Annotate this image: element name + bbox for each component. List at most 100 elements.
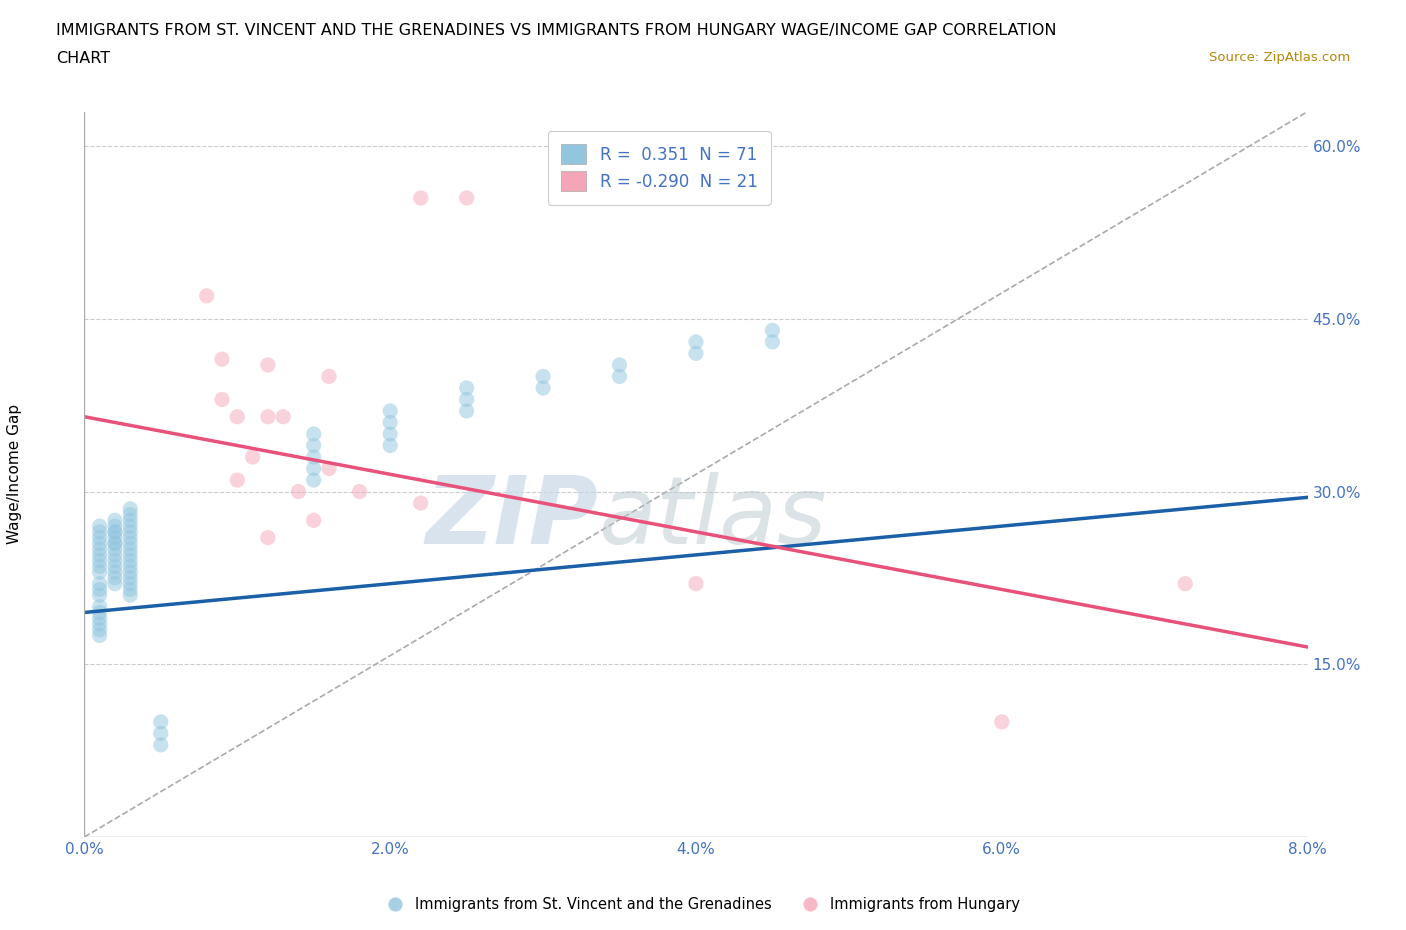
Point [318, 369, 340, 384]
Point [104, 536, 127, 551]
Point [89, 541, 111, 556]
Point [89, 548, 111, 563]
Point [89, 553, 111, 568]
Point [380, 415, 402, 430]
Point [195, 288, 218, 303]
Point [120, 577, 142, 591]
Point [380, 427, 402, 442]
Point [149, 737, 172, 752]
Point [89, 559, 111, 574]
Point [456, 191, 478, 206]
Point [257, 357, 280, 372]
Point [761, 323, 783, 338]
Point [302, 449, 325, 464]
Point [257, 409, 280, 424]
Point [302, 427, 325, 442]
Point [89, 530, 111, 545]
Point [120, 553, 142, 568]
Point [609, 357, 631, 372]
Point [120, 565, 142, 579]
Point [1174, 577, 1197, 591]
Point [271, 409, 294, 424]
Point [120, 519, 142, 534]
Point [89, 582, 111, 597]
Point [302, 461, 325, 476]
Point [120, 525, 142, 539]
Point [104, 548, 127, 563]
Point [226, 409, 249, 424]
Point [149, 714, 172, 729]
Point [89, 519, 111, 534]
Point [120, 530, 142, 545]
Point [287, 485, 309, 499]
Point [104, 577, 127, 591]
Point [120, 536, 142, 551]
Point [120, 507, 142, 522]
Point [120, 559, 142, 574]
Point [318, 461, 340, 476]
Point [211, 352, 233, 366]
Point [456, 404, 478, 418]
Point [302, 513, 325, 528]
Y-axis label: Wage/Income Gap: Wage/Income Gap [7, 405, 22, 544]
Point [302, 472, 325, 487]
Point [89, 588, 111, 603]
Point [302, 438, 325, 453]
Text: ZIP: ZIP [425, 472, 598, 564]
Point [409, 191, 432, 206]
Point [120, 588, 142, 603]
Point [89, 565, 111, 579]
Point [211, 392, 233, 407]
Point [761, 335, 783, 350]
Point [409, 496, 432, 511]
Point [609, 369, 631, 384]
Point [89, 599, 111, 614]
Point [104, 530, 127, 545]
Point [380, 404, 402, 418]
Legend: R =  0.351  N = 71, R = -0.290  N = 21: R = 0.351 N = 71, R = -0.290 N = 21 [548, 131, 770, 205]
Point [89, 525, 111, 539]
Point [456, 380, 478, 395]
Point [120, 513, 142, 528]
Text: Source: ZipAtlas.com: Source: ZipAtlas.com [1209, 51, 1350, 64]
Point [531, 369, 554, 384]
Point [120, 582, 142, 597]
Point [104, 565, 127, 579]
Point [380, 438, 402, 453]
Point [104, 536, 127, 551]
Point [104, 525, 127, 539]
Point [89, 536, 111, 551]
Point [89, 611, 111, 626]
Point [349, 485, 371, 499]
Point [104, 559, 127, 574]
Point [456, 392, 478, 407]
Point [685, 577, 707, 591]
Point [685, 346, 707, 361]
Point [104, 525, 127, 539]
Point [120, 541, 142, 556]
Point [89, 617, 111, 631]
Point [120, 501, 142, 516]
Point [104, 570, 127, 585]
Point [531, 380, 554, 395]
Point [89, 628, 111, 643]
Point [89, 577, 111, 591]
Point [257, 530, 280, 545]
Point [89, 622, 111, 637]
Point [104, 513, 127, 528]
Point [104, 541, 127, 556]
Point [242, 449, 264, 464]
Text: IMMIGRANTS FROM ST. VINCENT AND THE GRENADINES VS IMMIGRANTS FROM HUNGARY WAGE/I: IMMIGRANTS FROM ST. VINCENT AND THE GREN… [56, 23, 1057, 38]
Point [685, 335, 707, 350]
Legend: Immigrants from St. Vincent and the Grenadines, Immigrants from Hungary: Immigrants from St. Vincent and the Gren… [380, 891, 1026, 918]
Point [149, 726, 172, 741]
Point [104, 553, 127, 568]
Text: atlas: atlas [598, 472, 827, 564]
Point [89, 605, 111, 620]
Point [991, 714, 1014, 729]
Text: CHART: CHART [56, 51, 110, 66]
Point [120, 548, 142, 563]
Point [104, 519, 127, 534]
Point [226, 472, 249, 487]
Point [120, 570, 142, 585]
